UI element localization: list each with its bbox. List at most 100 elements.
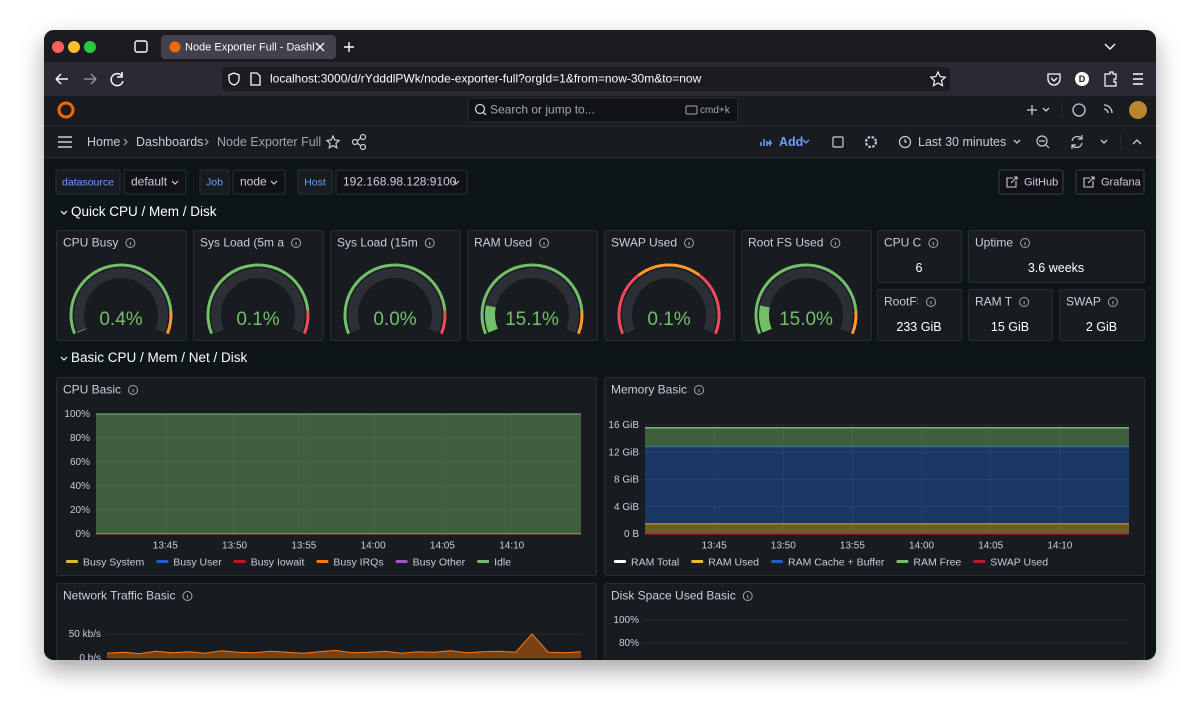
menu-icon[interactable] (1133, 73, 1143, 85)
tab-title: Node Exporter Full - Dashboards (185, 41, 346, 53)
shield-icon[interactable] (228, 72, 240, 86)
settings-button[interactable] (864, 135, 878, 149)
tab-list[interactable] (1104, 43, 1116, 50)
refresh-button[interactable] (1071, 135, 1083, 149)
gauge-track (211, 268, 305, 333)
gauge-value: 0.1% (647, 309, 690, 330)
gauge-value-arc (485, 305, 498, 333)
legend-swatch (973, 560, 986, 563)
back-button[interactable] (55, 73, 68, 85)
info-icon (539, 238, 550, 248)
variable-value: node (240, 175, 267, 189)
url: localhost:3000/d/rYdddlPWk/node-exporter… (270, 72, 702, 86)
info-icon (1020, 238, 1031, 248)
extensions-icon[interactable] (1104, 71, 1117, 87)
threshold-ring (637, 263, 701, 277)
panel (56, 230, 187, 341)
x-tick-label: 13:45 (702, 541, 727, 552)
help-icon[interactable] (1072, 103, 1086, 117)
info-icon (291, 238, 302, 248)
breadcrumb-separator (123, 138, 209, 146)
grafana-logo[interactable] (57, 101, 75, 119)
collapse-header[interactable] (1132, 139, 1142, 145)
info-icon (1107, 297, 1118, 307)
tab-overview-icon[interactable] (134, 40, 148, 53)
pocket-icon[interactable] (1047, 73, 1061, 86)
forward-button[interactable] (84, 73, 97, 85)
legend-label: RAM Used (708, 556, 759, 568)
time-range-picker: Last 30 minutes (918, 135, 1006, 149)
star-button[interactable] (325, 134, 341, 149)
panel (330, 230, 461, 341)
legend-label: Idle (494, 556, 511, 568)
bookmark-star[interactable] (929, 70, 947, 87)
variable-label: datasource (62, 176, 114, 188)
dashboard-link[interactable] (1075, 169, 1145, 195)
panel-title: Sys Load (15m (337, 236, 418, 250)
series-area (96, 414, 581, 534)
variable-select[interactable] (123, 169, 187, 195)
dashboard-link-text: GitHub (1024, 176, 1058, 188)
variable-value: default (131, 175, 168, 189)
menu-toggle[interactable] (58, 136, 72, 148)
clock-icon (898, 135, 912, 149)
panel (968, 230, 1145, 283)
zoom-out[interactable] (1036, 135, 1048, 147)
panel-title: RAM Used (474, 236, 532, 250)
legend-label: SWAP Used (990, 556, 1048, 568)
info-icon (424, 238, 435, 248)
info-icon (125, 238, 136, 248)
news-icon[interactable] (1103, 104, 1113, 114)
threshold-ring (343, 263, 447, 335)
row-caret (60, 210, 68, 215)
search-placeholder: Search or jump to... (490, 103, 595, 117)
profile-avatar[interactable] (1075, 72, 1089, 86)
stat-value: 3.6 weeks (1028, 261, 1084, 275)
save-button[interactable] (832, 136, 844, 148)
time-caret[interactable] (1013, 139, 1021, 144)
new-menu[interactable] (1027, 105, 1050, 115)
legend-swatch (316, 560, 329, 563)
stat-value: 2 GiB (1086, 320, 1117, 334)
zoom-out[interactable] (1039, 140, 1050, 149)
refresh-interval[interactable] (1100, 139, 1108, 144)
search-icon (482, 111, 487, 116)
variable-select[interactable] (335, 169, 468, 195)
legend-swatch (233, 560, 246, 563)
panel-title: Disk Space Used Basic (611, 589, 736, 603)
page-icon[interactable] (250, 72, 261, 86)
variable-label-box (55, 169, 121, 195)
zoom-button[interactable] (84, 41, 96, 53)
variable-select[interactable] (232, 169, 286, 195)
legend-label: Busy IRQs (333, 556, 383, 568)
variable-label-box (297, 169, 333, 195)
close-button[interactable] (52, 41, 64, 53)
panel (604, 230, 735, 341)
panel-title: CPU C (884, 236, 922, 250)
panel-title: Sys Load (5m a (200, 236, 284, 250)
panel-title: Network Traffic Basic (63, 589, 175, 603)
variable-caret (270, 180, 278, 185)
info-icon (742, 591, 753, 601)
share-button[interactable] (351, 133, 367, 151)
url-field[interactable] (222, 67, 950, 91)
tab-close[interactable] (315, 42, 325, 52)
keyboard-icon (685, 105, 698, 115)
user-avatar[interactable] (1129, 101, 1147, 119)
y-tick-label: 12 GiB (608, 447, 639, 458)
y-tick-label: 60% (70, 457, 90, 468)
breadcrumb: Home (87, 135, 120, 149)
legend-label: RAM Free (913, 556, 961, 568)
x-tick-label: 14:05 (430, 541, 455, 552)
minimize-button[interactable] (68, 41, 80, 53)
reload-button[interactable] (110, 72, 124, 87)
tab[interactable] (161, 35, 336, 59)
search-box[interactable] (467, 97, 739, 123)
panel-title: RAM T (975, 295, 1013, 309)
threshold-ring (480, 263, 584, 335)
threshold-ring (754, 263, 858, 335)
legend-swatch (395, 560, 408, 563)
new-tab[interactable] (344, 42, 354, 52)
variable-label-box (199, 169, 230, 195)
dashboard-link[interactable] (998, 169, 1064, 195)
